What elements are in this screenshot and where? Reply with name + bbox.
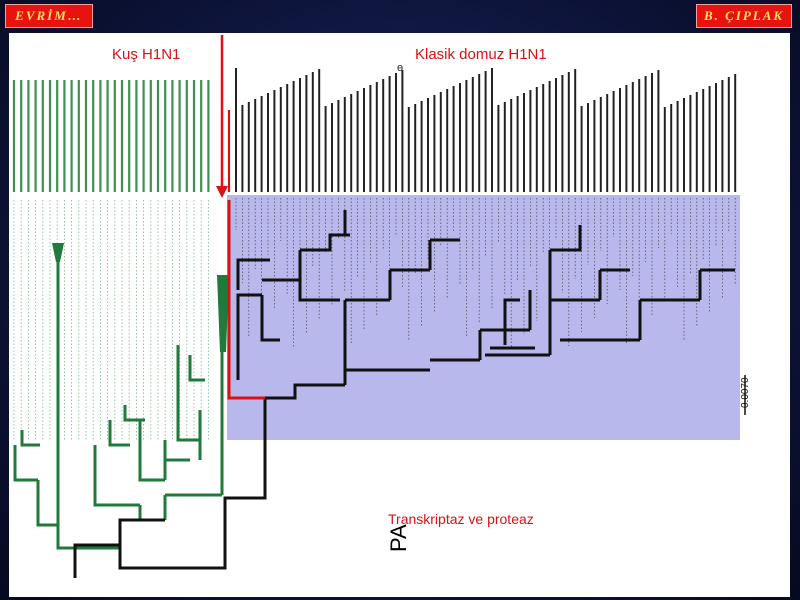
segment-label: PA (386, 524, 411, 552)
avian-clade-branches (13, 245, 224, 550)
swine-taxon-labels (227, 68, 737, 192)
avian-h1n1-label: Kuş H1N1 (112, 46, 181, 63)
caption-label: Transkriptaz ve proteaz (388, 511, 534, 527)
title-badge: EVRİM… (5, 4, 93, 28)
avian-collapsed-clade (217, 275, 229, 352)
swine-clade-highlight (227, 195, 740, 440)
avian-taxon-labels (12, 80, 210, 192)
highlighted-branch (227, 200, 265, 400)
swine-leaf-lines (235, 198, 736, 349)
scale-label: 0.0070 (740, 377, 751, 408)
arrow-head (216, 186, 228, 198)
stray-mark: ɵ (397, 62, 404, 74)
avian-collapsed-clade (52, 243, 64, 262)
classical-swine-h1n1-label: Klasik domuz H1N1 (415, 46, 547, 63)
swine-clade-branches (236, 210, 735, 400)
author-badge: B. ÇIPLAK (696, 4, 792, 28)
backbone-branches (73, 398, 267, 578)
